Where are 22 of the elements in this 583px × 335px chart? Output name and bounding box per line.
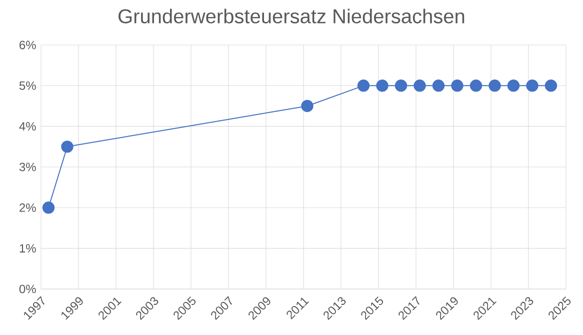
y-tick-label: 6% — [20, 40, 36, 50]
point — [414, 80, 426, 92]
y-tick-label: 0% — [19, 284, 36, 294]
point — [451, 80, 464, 92]
point — [61, 140, 74, 153]
y-tick-label: 4% — [19, 122, 36, 131]
chart-title: Grunderwerbsteuersatz Niedersachsen — [118, 8, 464, 24]
point — [376, 80, 388, 92]
y-tick-label: 2% — [20, 203, 36, 212]
point — [301, 100, 314, 112]
point — [42, 202, 55, 214]
point — [544, 80, 558, 92]
point — [470, 80, 482, 92]
y-tick-label: 5% — [19, 81, 36, 90]
y-tick-label: 3% — [19, 162, 36, 172]
point — [488, 80, 501, 92]
point — [394, 80, 408, 92]
point — [357, 80, 370, 92]
point — [507, 80, 520, 92]
point — [526, 80, 538, 92]
point — [432, 80, 445, 92]
y-tick-label: 1% — [20, 244, 36, 253]
